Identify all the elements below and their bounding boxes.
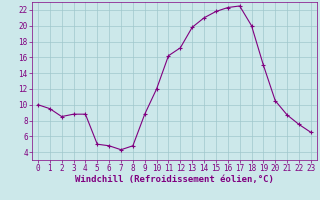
X-axis label: Windchill (Refroidissement éolien,°C): Windchill (Refroidissement éolien,°C) [75, 175, 274, 184]
